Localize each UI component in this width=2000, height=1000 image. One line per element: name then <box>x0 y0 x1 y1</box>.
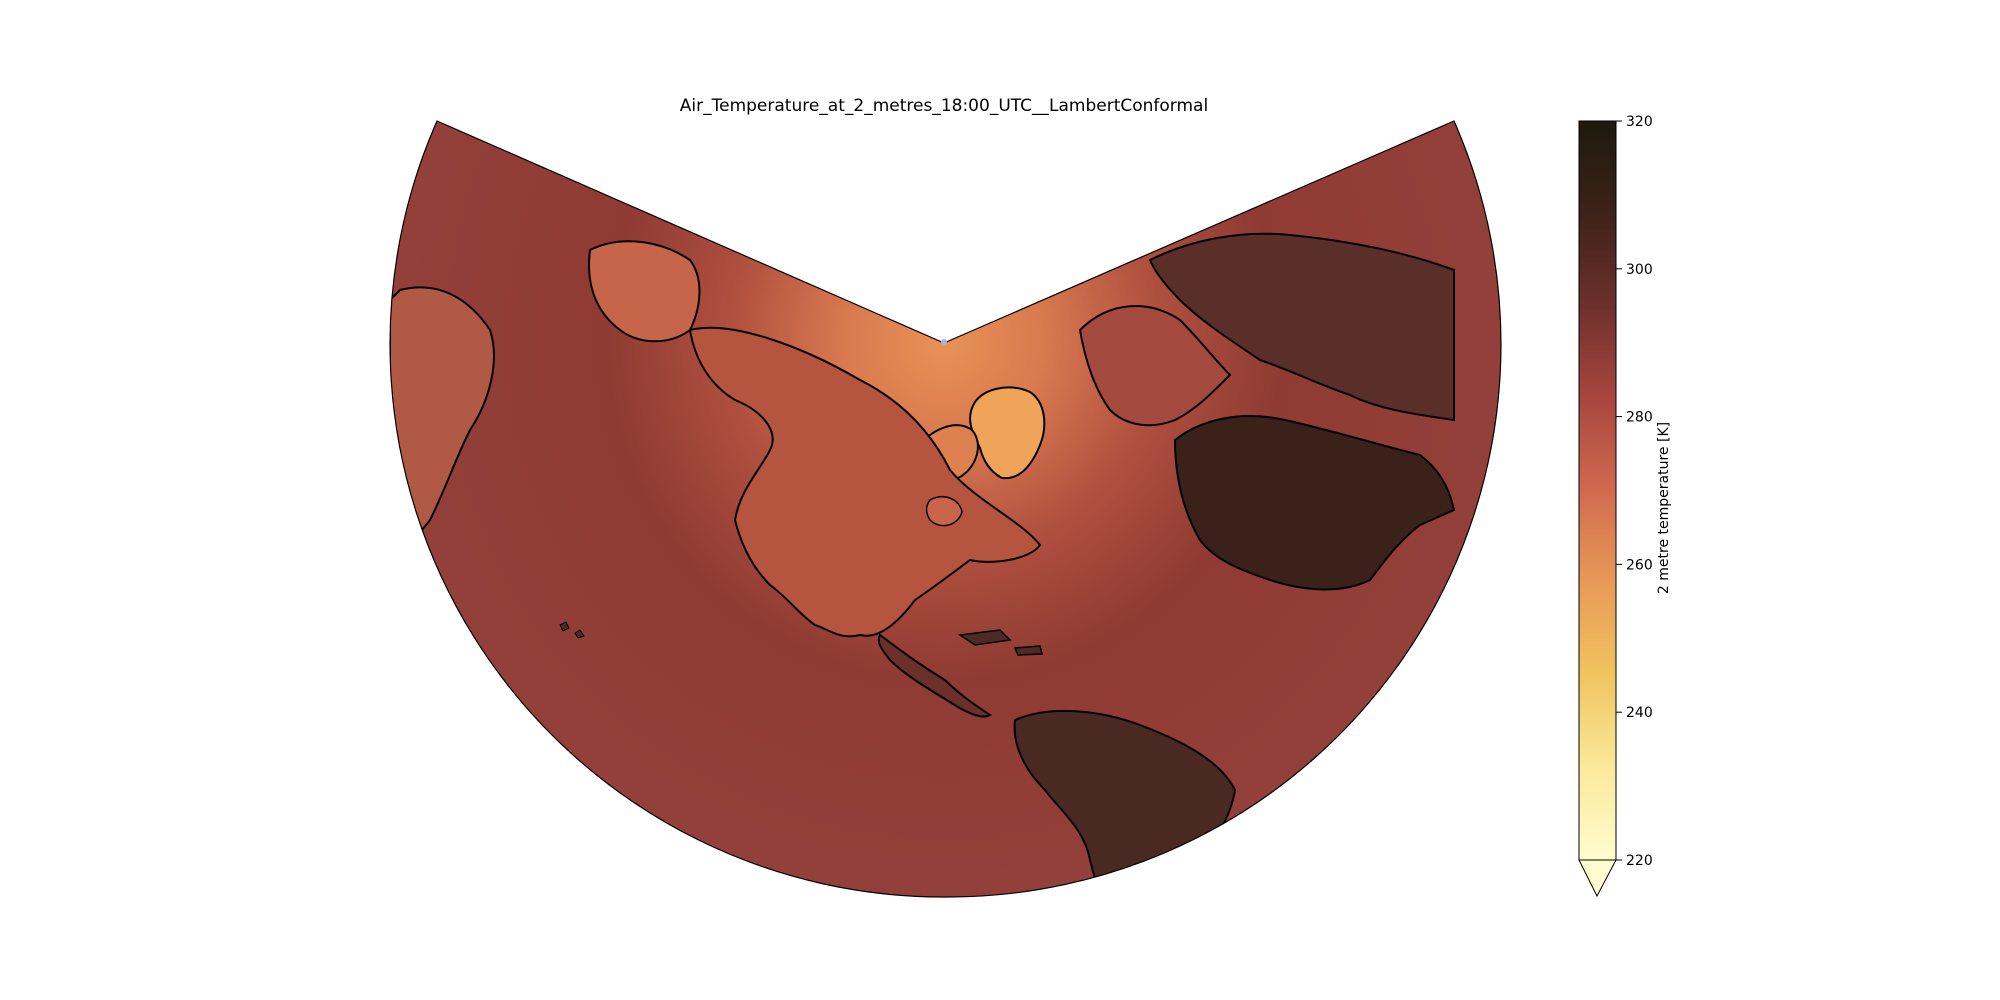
alaska-landmass <box>588 240 701 343</box>
colorbar: 220 240 260 280 300 320 2 metre temperature [… <box>1578 114 1672 898</box>
caribbean-islands <box>957 629 1043 656</box>
colorbar-ticks: 220 240 260 280 300 320 <box>1616 114 1653 869</box>
eurasia-landmass <box>1148 232 1455 422</box>
colorbar-extend-triangle <box>1578 859 1617 898</box>
colorbar-tick-label: 260 <box>1626 557 1653 573</box>
map-panel <box>389 120 1502 898</box>
colorbar-gradient <box>1578 120 1617 861</box>
central-america-landmass <box>877 633 992 718</box>
europe-landmass <box>1078 305 1232 427</box>
colorbar-tick-label: 220 <box>1626 853 1653 869</box>
colorbar-tick-label: 300 <box>1626 262 1653 278</box>
colorbar-tick-label: 320 <box>1626 114 1653 130</box>
hawaii-islands <box>559 621 585 639</box>
figure-title: Air_Temperature_at_2_metres_18:00_UTC__L… <box>679 96 1209 116</box>
map-boundary <box>389 120 1502 898</box>
colorbar-tick-label: 280 <box>1626 410 1653 426</box>
africa-landmass <box>1173 415 1456 591</box>
pole-marker <box>941 339 947 345</box>
north-america-landmass <box>688 326 1042 638</box>
hudson-bay <box>925 496 963 527</box>
colorbar-label: 2 metre temperature [K] <box>1656 422 1672 594</box>
colorbar-tick-label: 240 <box>1626 705 1653 721</box>
